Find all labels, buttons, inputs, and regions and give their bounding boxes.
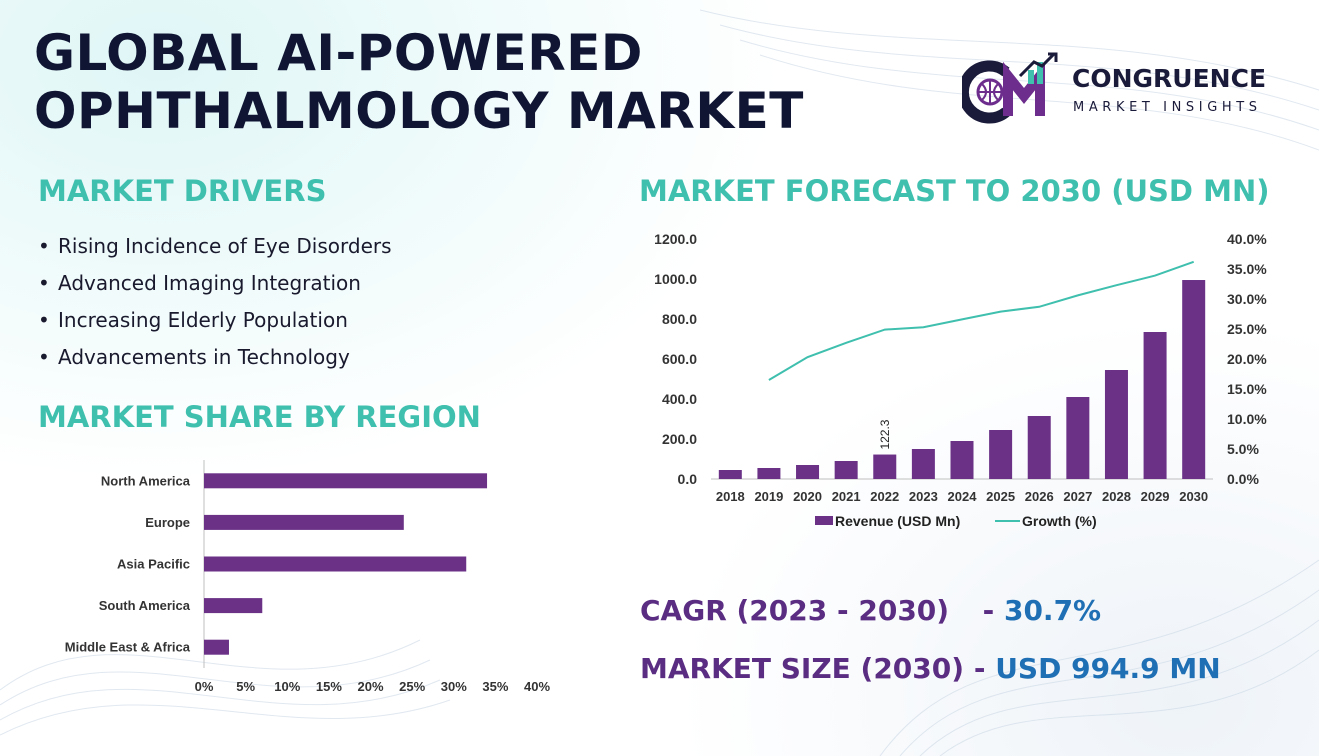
forecast-x-tick-label: 2029 <box>1141 489 1170 504</box>
company-logo: CONGRUENCE MARKET INSIGHTS <box>962 50 1292 126</box>
region-x-tick-label: 20% <box>357 679 383 694</box>
region-x-tick-label: 10% <box>274 679 300 694</box>
legend-label-growth: Growth (%) <box>1022 513 1097 529</box>
driver-item: • Increasing Elderly Population <box>38 308 348 332</box>
forecast-x-tick-label: 2027 <box>1063 489 1092 504</box>
revenue-bar <box>911 449 935 479</box>
forecast-x-tick-label: 2024 <box>948 489 978 504</box>
forecast-y2-tick-label: 10.0% <box>1227 411 1267 427</box>
drivers-list: • Rising Incidence of Eye Disorders • Adva… <box>38 228 392 376</box>
region-bar <box>204 514 404 530</box>
legend-swatch-revenue <box>815 516 833 525</box>
growth-line <box>768 260 1195 381</box>
region-category-label: Asia Pacific <box>117 557 190 572</box>
forecast-y2-tick-label: 20.0% <box>1227 351 1267 367</box>
region-bar <box>204 598 263 614</box>
revenue-bar <box>718 470 742 479</box>
forecast-heading: MARKET FORECAST TO 2030 (USD MN) <box>639 174 1270 208</box>
market-size-value: USD 994.9 MN <box>995 652 1221 685</box>
revenue-bar <box>989 430 1013 479</box>
revenue-bar <box>1143 332 1167 479</box>
forecast-y2-tick-label: 35.0% <box>1227 261 1267 277</box>
forecast-x-tick-label: 2023 <box>909 489 938 504</box>
region-category-label: North America <box>101 473 191 488</box>
driver-item: • Advanced Imaging Integration <box>38 271 361 295</box>
forecast-x-tick-label: 2030 <box>1179 489 1208 504</box>
forecast-x-tick-label: 2022 <box>870 489 899 504</box>
cagr-stat: CAGR (2023 - 2030) - 30.7% <box>640 594 1101 627</box>
region-bar <box>204 473 488 489</box>
revenue-bar <box>1066 397 1090 479</box>
revenue-bar <box>950 441 974 479</box>
forecast-y2-tick-label: 0.0% <box>1227 471 1259 487</box>
forecast-y-tick-label: 800.0 <box>662 311 697 327</box>
region-x-tick-label: 30% <box>441 679 467 694</box>
forecast-y-tick-label: 1200.0 <box>654 231 697 247</box>
cagr-label: CAGR (2023 - 2030) <box>640 594 950 627</box>
region-x-tick-label: 15% <box>316 679 342 694</box>
forecast-y-tick-label: 400.0 <box>662 391 697 407</box>
region-x-tick-label: 5% <box>236 679 255 694</box>
region-share-chart: North America Europe Asia Pacific South Ame… <box>65 460 550 694</box>
forecast-x-tick-label: 2028 <box>1102 489 1131 504</box>
market-size-label: MARKET SIZE (2030) <box>640 652 965 685</box>
forecast-y2-tick-label: 5.0% <box>1227 441 1259 457</box>
cagr-separator: - <box>982 594 995 627</box>
region-heading: MARKET SHARE BY REGION <box>38 400 481 434</box>
region-x-tick-label: 40% <box>524 679 550 694</box>
revenue-bar <box>1027 416 1051 479</box>
driver-item: • Rising Incidence of Eye Disorders <box>38 234 392 258</box>
logo-brand-text: CONGRUENCE <box>1072 64 1267 93</box>
forecast-x-tick-label: 2018 <box>716 489 745 504</box>
forecast-x-tick-label: 2021 <box>832 489 861 504</box>
forecast-y-tick-label: 1000.0 <box>654 271 697 287</box>
forecast-y2-tick-label: 30.0% <box>1227 291 1267 307</box>
drivers-heading: MARKET DRIVERS <box>38 174 327 208</box>
driver-item: • Advancements in Technology <box>38 345 350 369</box>
forecast-y2-tick-label: 40.0% <box>1227 231 1267 247</box>
revenue-bar <box>757 468 781 479</box>
forecast-y2-tick-label: 15.0% <box>1227 381 1267 397</box>
revenue-bar <box>873 454 897 479</box>
title-line-2: OPHTHALMOLOGY MARKET <box>34 82 804 140</box>
forecast-y-tick-label: 0.0 <box>678 471 698 487</box>
title-line-1: GLOBAL AI-POWERED <box>34 24 643 82</box>
region-x-tick-label: 35% <box>482 679 508 694</box>
revenue-bar <box>796 465 820 479</box>
forecast-y-tick-label: 200.0 <box>662 431 697 447</box>
market-size-separator: - <box>973 652 986 685</box>
revenue-bar <box>834 461 858 479</box>
market-size-stat: MARKET SIZE (2030) - USD 994.9 MN <box>640 652 1221 685</box>
region-category-label: Europe <box>145 515 190 530</box>
revenue-bar <box>1182 280 1206 479</box>
data-label: 122.3 <box>878 419 892 449</box>
legend-label-revenue: Revenue (USD Mn) <box>835 513 960 529</box>
forecast-x-tick-label: 2025 <box>986 489 1015 504</box>
page-title: GLOBAL AI-POWERED OPHTHALMOLOGY MARKET <box>34 24 804 140</box>
forecast-x-tick-label: 2026 <box>1025 489 1054 504</box>
forecast-y-tick-label: 600.0 <box>662 351 697 367</box>
region-x-tick-label: 0% <box>195 679 214 694</box>
region-bar <box>204 639 229 655</box>
region-x-tick-label: 25% <box>399 679 425 694</box>
forecast-x-tick-label: 2019 <box>754 489 783 504</box>
region-bar <box>204 556 467 572</box>
region-category-label: Middle East & Africa <box>65 640 191 655</box>
logo-mark-icon <box>962 52 1058 124</box>
region-category-label: South America <box>99 598 191 613</box>
forecast-x-tick-label: 2020 <box>793 489 822 504</box>
forecast-y2-tick-label: 25.0% <box>1227 321 1267 337</box>
revenue-bar <box>1104 370 1128 479</box>
cagr-value: 30.7% <box>1003 594 1102 627</box>
logo-sub-text: MARKET INSIGHTS <box>1073 100 1262 115</box>
